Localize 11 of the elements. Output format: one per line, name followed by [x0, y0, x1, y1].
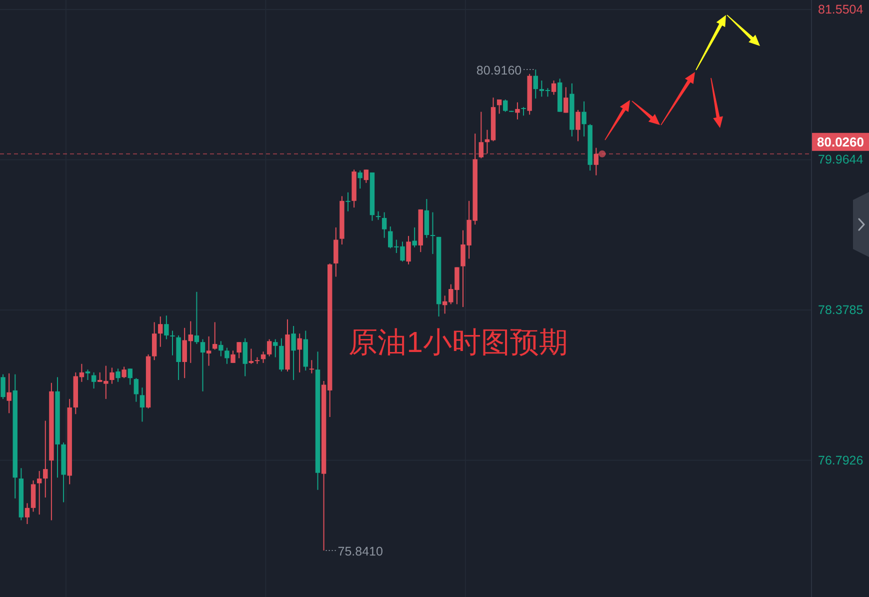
- annotation: 80.9160: [476, 64, 522, 78]
- annotation: 75.8410: [338, 544, 384, 558]
- annotation: 80.9160: [476, 64, 534, 78]
- reference-line-label: 80.0260: [812, 132, 869, 151]
- annotation: 原油1小时图预期: [348, 327, 568, 360]
- ref-line-label: 80.0260: [817, 134, 864, 150]
- y-tick-label: 79.9644: [818, 152, 864, 167]
- annotation: 75.8410: [325, 544, 383, 558]
- y-tick-label: 78.3785: [818, 303, 864, 318]
- y-tick-label: 76.7926: [818, 453, 864, 468]
- y-tick-label: 81.5504: [818, 2, 864, 16]
